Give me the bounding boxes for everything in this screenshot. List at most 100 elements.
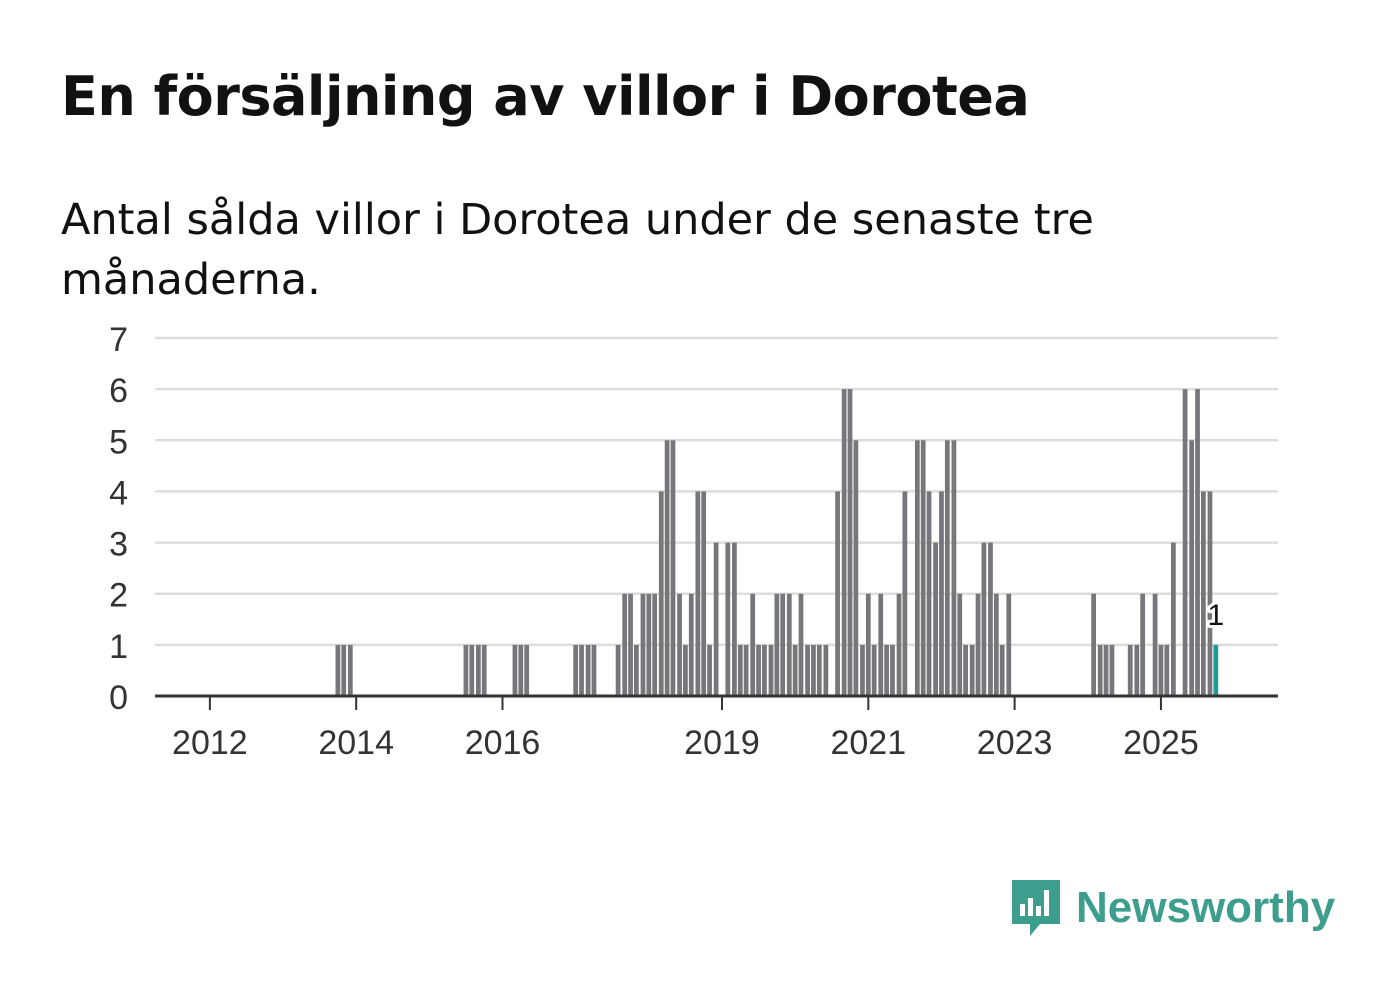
x-tick-label: 2019 (684, 724, 760, 762)
bar (664, 440, 670, 696)
y-tick-label: 1 (109, 628, 128, 666)
bar (341, 644, 347, 696)
bar (951, 440, 957, 696)
bar (1189, 440, 1195, 696)
bar (988, 542, 993, 696)
bar (591, 644, 597, 696)
bar (335, 644, 341, 696)
bar (1134, 644, 1140, 696)
brand-name: Newsworthy (1076, 883, 1336, 932)
bar (737, 644, 743, 696)
bar (798, 593, 804, 696)
bar (811, 644, 816, 696)
bar (860, 644, 865, 696)
bar (628, 593, 633, 696)
bar (963, 644, 968, 696)
bar (1006, 593, 1012, 696)
bar (762, 644, 767, 696)
bar-highlight (1213, 644, 1219, 696)
bar (1164, 644, 1170, 696)
bar (646, 593, 652, 696)
bar (622, 593, 628, 696)
bar (640, 593, 646, 696)
bar (933, 542, 938, 696)
x-tick-label: 2014 (318, 724, 394, 762)
bar (1207, 491, 1213, 696)
bar (816, 644, 822, 696)
bar (1182, 389, 1188, 696)
newsworthy-brand: Newsworthy (1010, 878, 1335, 938)
bar (658, 491, 664, 696)
bar (969, 644, 975, 696)
bar (1158, 644, 1164, 696)
bar (926, 491, 932, 696)
bar (786, 593, 792, 696)
bar (871, 644, 877, 696)
bar (634, 644, 639, 696)
x-tick-label: 2021 (830, 724, 906, 762)
bar (1109, 644, 1115, 696)
bar (475, 644, 481, 696)
bar (652, 593, 658, 696)
bar (743, 644, 749, 696)
bar (756, 644, 761, 696)
bar (805, 644, 810, 696)
bar (939, 491, 944, 696)
bar (847, 389, 853, 696)
x-tick-label: 2025 (1123, 724, 1199, 762)
bar (518, 644, 524, 696)
bar (896, 593, 902, 696)
bar (524, 644, 530, 696)
x-tick-label: 2016 (465, 724, 541, 762)
bar (914, 440, 920, 696)
bar (780, 593, 786, 696)
bar (1097, 644, 1103, 696)
bar (890, 644, 895, 696)
bar (481, 644, 487, 696)
bar (944, 440, 950, 696)
bar (615, 644, 621, 696)
y-tick-label: 6 (109, 372, 128, 410)
bar (579, 644, 584, 696)
bar (999, 644, 1005, 696)
bar (463, 644, 469, 696)
bar (573, 644, 579, 696)
bar (713, 542, 719, 696)
y-tick-label: 3 (109, 526, 128, 564)
highlight-label: 1 (1207, 599, 1224, 632)
bar (792, 644, 798, 696)
bar (823, 644, 829, 696)
bar (865, 593, 871, 696)
bar (884, 644, 889, 696)
bar (1171, 542, 1176, 696)
bar (1103, 644, 1109, 696)
bar (732, 542, 737, 696)
bar (585, 644, 591, 696)
y-tick-label: 4 (109, 474, 128, 512)
y-tick-label: 7 (109, 321, 128, 359)
bar (677, 593, 682, 696)
bar (1091, 593, 1097, 696)
x-tick-label: 2012 (172, 724, 248, 762)
bar (725, 542, 731, 696)
bar (1152, 593, 1158, 696)
bar (768, 644, 774, 696)
bar (841, 389, 847, 696)
bar (512, 644, 518, 696)
bar (750, 593, 756, 696)
bar (683, 644, 688, 696)
bar (347, 644, 353, 696)
bar (975, 593, 981, 696)
bar (688, 593, 694, 696)
bar (993, 593, 999, 696)
bar (957, 593, 963, 696)
bar (701, 491, 707, 696)
x-axis-ticks: 2012 2014 2016 2019 2021 2023 2025 (172, 696, 1199, 762)
y-tick-label: 2 (109, 577, 128, 615)
y-tick-label: 5 (109, 423, 128, 461)
bar (469, 644, 475, 696)
bar (981, 542, 987, 696)
x-tick-label: 2023 (977, 724, 1053, 762)
bar (1195, 389, 1200, 696)
bar (878, 593, 884, 696)
